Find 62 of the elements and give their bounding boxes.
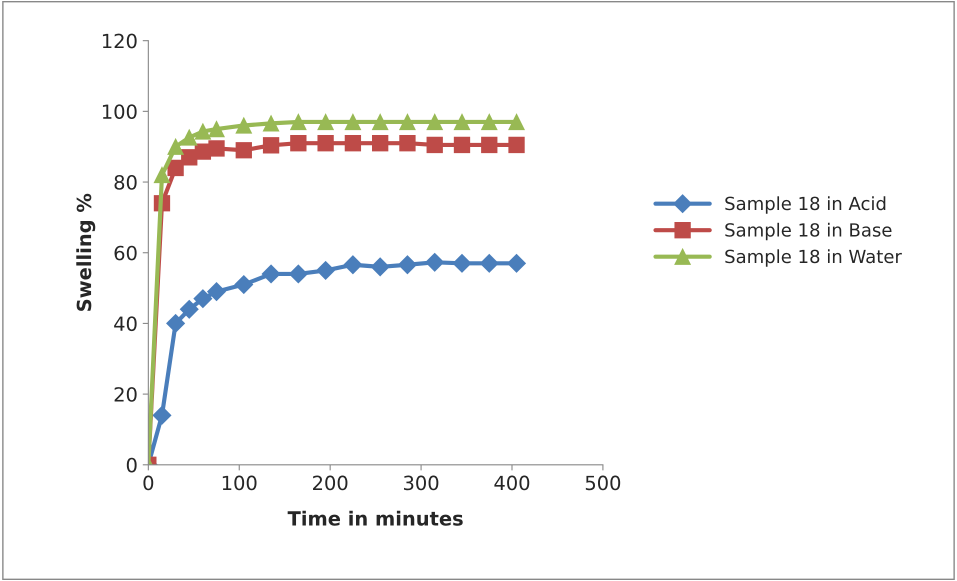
point xyxy=(194,289,212,308)
point xyxy=(262,264,280,284)
y-axis-title: Swelling % xyxy=(76,194,96,311)
x-tick-label: 100 xyxy=(222,476,257,490)
point xyxy=(180,300,199,319)
legend-label: Sample 18 in Acid xyxy=(725,196,886,214)
point xyxy=(262,137,280,154)
point xyxy=(344,255,362,274)
x-tick-label: 200 xyxy=(313,476,348,490)
y-tick-label: 80 xyxy=(114,175,137,190)
point xyxy=(288,264,308,284)
y-tick-label: 40 xyxy=(114,316,137,332)
point xyxy=(262,115,280,132)
y-tick-label: 60 xyxy=(114,246,137,260)
point xyxy=(508,114,525,130)
point xyxy=(508,136,525,154)
point xyxy=(208,120,225,138)
x-tick-label: 400 xyxy=(494,476,530,490)
point xyxy=(399,135,416,152)
point xyxy=(166,314,185,333)
point xyxy=(236,117,252,134)
point xyxy=(372,135,388,152)
point xyxy=(399,114,416,130)
point xyxy=(236,142,252,158)
point xyxy=(234,275,254,294)
point xyxy=(372,114,388,130)
point xyxy=(480,254,499,273)
point xyxy=(154,166,170,184)
y-tick-label: 120 xyxy=(102,34,137,48)
point xyxy=(425,252,444,272)
point xyxy=(290,135,307,152)
point xyxy=(207,282,226,301)
point xyxy=(344,114,362,130)
point xyxy=(370,258,390,276)
point xyxy=(194,123,212,140)
point xyxy=(507,254,526,273)
legend-label: Sample 18 in Base xyxy=(725,222,892,240)
point xyxy=(454,136,470,154)
point xyxy=(290,114,307,130)
point xyxy=(317,114,334,130)
point xyxy=(316,261,335,280)
point xyxy=(481,136,498,154)
point xyxy=(344,135,362,152)
point xyxy=(481,114,498,130)
y-tick-label: 20 xyxy=(114,387,137,402)
point xyxy=(452,254,472,273)
x-tick-label: 0 xyxy=(143,476,154,490)
legend-label: Sample 18 in Water xyxy=(725,249,902,267)
x-tick-label: 300 xyxy=(404,476,438,490)
x-axis-title: Time in minutes xyxy=(288,510,463,526)
x-tick-label: 500 xyxy=(586,476,620,490)
point xyxy=(426,136,443,154)
point xyxy=(317,135,334,152)
y-tick-label: 100 xyxy=(102,104,137,120)
point xyxy=(181,129,198,146)
point xyxy=(426,114,443,130)
point xyxy=(454,114,470,130)
point xyxy=(152,406,172,425)
point xyxy=(167,138,184,155)
point xyxy=(208,140,225,157)
y-tick-label: 0 xyxy=(126,458,137,472)
point xyxy=(398,255,417,274)
